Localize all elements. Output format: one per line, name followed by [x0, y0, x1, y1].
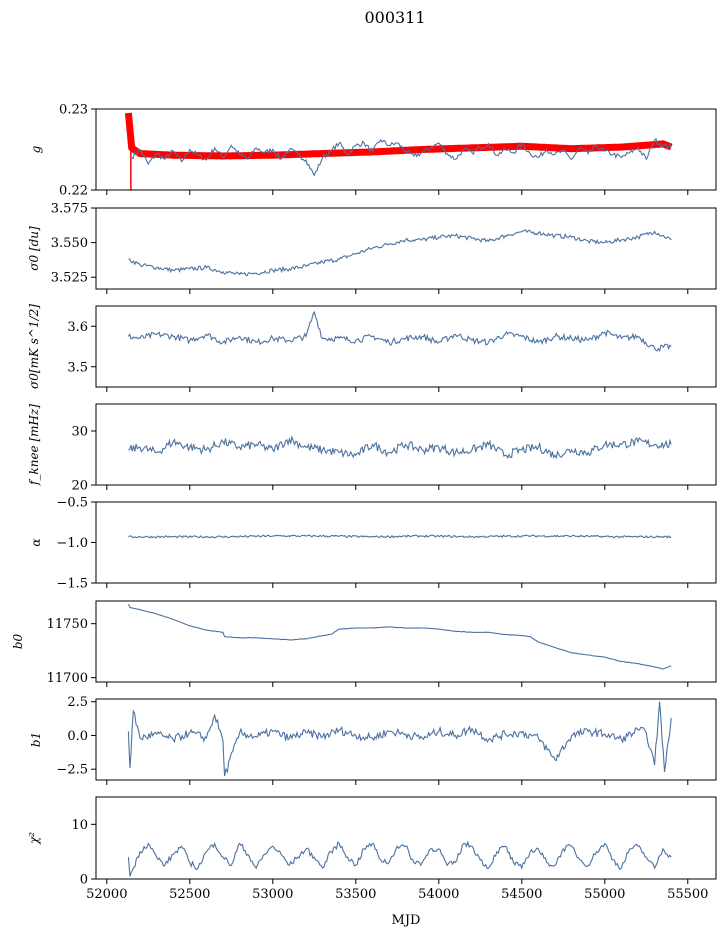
series-b0-line — [127, 603, 672, 670]
panel-g: 0.22 0.23 g — [29, 103, 717, 199]
axes-frame-sigma0_du — [95, 207, 717, 290]
y-axis-label-fknee: f_knee [mHz] — [27, 404, 41, 486]
axes-frame-b0 — [95, 600, 717, 683]
panel-alpha: −1.5 −1.0 −0.5 α — [29, 496, 717, 592]
y-axis-label-sigma0_du: σ0 [du] — [27, 226, 41, 271]
figure-title: 000311 — [364, 8, 425, 27]
y-tick-label-g: 0.23 — [59, 103, 88, 118]
y-tick-label-sigma0_du: 3.525 — [51, 271, 88, 286]
series-alpha-line — [128, 534, 672, 539]
series-fknee-line — [128, 435, 672, 460]
panel-fknee: 20 30 f_knee [mHz] — [27, 403, 717, 494]
y-axis-label-g: g — [29, 145, 43, 153]
series-chi2-line — [127, 840, 672, 877]
y-tick-label-b1: −2.5 — [56, 763, 88, 778]
x-tick-label: 53000 — [252, 887, 293, 902]
y-tick-label-chi2: 10 — [71, 818, 88, 833]
y-tick-label-g: 0.22 — [59, 184, 88, 199]
series-b1-line — [127, 701, 672, 777]
x-tick-label: 52500 — [169, 887, 210, 902]
series-sigma0_mK-line — [127, 310, 672, 352]
y-tick-label-b0: 11700 — [47, 671, 88, 686]
y-tick-label-alpha: −1.0 — [56, 536, 88, 551]
y-tick-label-sigma0_du: 3.575 — [51, 202, 88, 217]
x-tick-label: 55000 — [584, 887, 625, 902]
x-tick-label: 52000 — [86, 887, 127, 902]
y-tick-label-fknee: 20 — [71, 479, 88, 494]
y-axis-label-b0: b0 — [11, 633, 25, 649]
y-axis-label-alpha: α — [29, 538, 43, 546]
axes-frame-b1 — [95, 698, 717, 781]
y-tick-label-sigma0_mK: 3.5 — [67, 360, 88, 375]
y-axis-label-b1: b1 — [29, 732, 43, 747]
series-sigma0_du-line — [128, 229, 672, 277]
panel-sigma0_mK: 3.5 3.6 σ0[mK s^1/2] — [27, 304, 717, 392]
y-tick-label-b1: 2.5 — [67, 695, 88, 710]
panel-b0: 11700 11750 b0 — [11, 600, 717, 687]
y-axis-label-sigma0_mK: σ0[mK s^1/2] — [27, 304, 41, 389]
y-axis-label-chi2: χ² — [27, 832, 41, 845]
x-tick-label: 54000 — [418, 887, 459, 902]
y-tick-label-alpha: −0.5 — [56, 496, 88, 511]
panel-sigma0_du: 3.525 3.550 3.575 σ0 [du] — [27, 202, 717, 294]
y-tick-label-sigma0_du: 3.550 — [51, 236, 88, 251]
x-tick-label: 53500 — [335, 887, 376, 902]
x-tick-label: 55500 — [667, 887, 708, 902]
y-tick-label-chi2: 0 — [80, 873, 88, 888]
y-tick-label-alpha: −1.5 — [56, 577, 88, 592]
axes-frame-chi2 — [95, 796, 717, 880]
panel-chi2: 0 10 52000 52500 53000 53500 54000 54500 55000 55… — [27, 796, 717, 902]
panel-b1: −2.5 0.0 2.5 b1 — [29, 695, 717, 785]
x-tick-label: 54500 — [501, 887, 542, 902]
series-g-line — [131, 137, 672, 177]
axes-frame-sigma0_mK — [95, 305, 717, 388]
x-axis-label: MJD — [392, 913, 421, 928]
axes-frame-fknee — [95, 403, 717, 486]
axes-frame-g — [95, 108, 717, 191]
y-tick-label-b0: 11750 — [47, 617, 88, 632]
y-tick-label-sigma0_mK: 3.6 — [67, 320, 88, 335]
axes-frame-alpha — [95, 501, 717, 584]
y-tick-label-fknee: 30 — [71, 425, 88, 440]
y-tick-label-b1: 0.0 — [67, 729, 88, 744]
